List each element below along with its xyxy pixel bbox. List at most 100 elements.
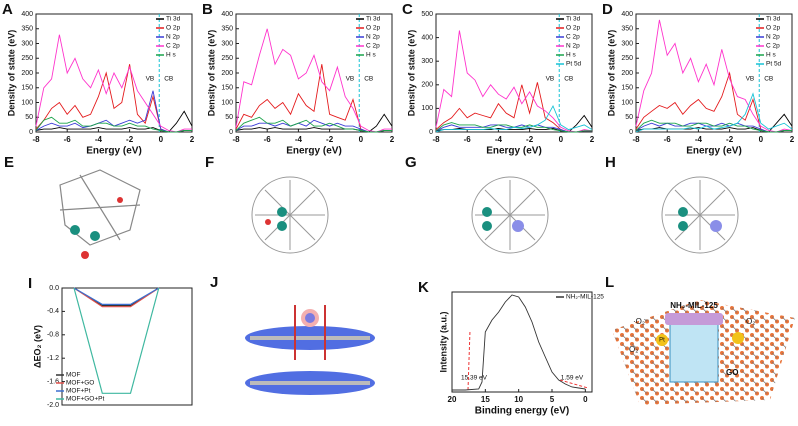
x-tick-label: 0 xyxy=(359,135,364,144)
x-tick-label: 2 xyxy=(790,135,795,144)
legend-label: Ti 3d xyxy=(166,16,181,23)
y-tick-label: 150 xyxy=(621,85,633,92)
series-line xyxy=(235,119,392,133)
legend-label: C 2p xyxy=(566,34,580,41)
legend-label: N 2p xyxy=(766,34,780,41)
x-tick-label: -6 xyxy=(464,135,472,144)
y-axis-label: ΔEO₂ (eV) xyxy=(32,325,42,368)
y-tick-label: 0 xyxy=(29,129,33,136)
x-tick-label: -8 xyxy=(32,135,40,144)
legend-label: Pt 5d xyxy=(566,61,582,68)
y-axis-label: Density of state (eV) xyxy=(206,30,216,117)
x-tick-label: -2 xyxy=(526,135,534,144)
legend-label: N 2p xyxy=(366,34,380,41)
y-tick-label: 250 xyxy=(221,55,233,62)
x-tick-label: -8 xyxy=(232,135,240,144)
molecule-h xyxy=(661,176,739,254)
tangent-guides xyxy=(467,329,589,391)
panel-label: B xyxy=(202,1,213,18)
series-line xyxy=(435,104,593,133)
schematic-l: NH₂-MIL-125 ·O₂⁻ O₂ Pt GO O₂ xyxy=(612,300,795,405)
panel-label: E xyxy=(4,154,14,171)
x-tick-label: -2 xyxy=(126,135,134,144)
y-tick-label: 400 xyxy=(421,34,433,41)
legend-label: O 2p xyxy=(366,25,380,32)
y-tick-label: 50 xyxy=(625,114,633,121)
series-line xyxy=(35,64,192,133)
panel-label: A xyxy=(2,1,13,18)
y-tick-label: -1.2 xyxy=(47,355,59,362)
panel-label: G xyxy=(405,154,417,171)
series-line xyxy=(235,116,392,133)
y-tick-label: 400 xyxy=(221,11,233,18)
y-tick-label: 0.0 xyxy=(49,285,59,292)
y-tick-label: 0 xyxy=(629,129,633,136)
legend-label: O 2p xyxy=(166,25,180,32)
l-label: NH₂-MIL-125 xyxy=(670,301,718,310)
legend-label: H s xyxy=(166,52,177,59)
y-axis-label: Density of state (eV) xyxy=(6,30,16,117)
series-line xyxy=(35,110,193,133)
l-label: GO xyxy=(726,368,738,377)
y-tick-label: 100 xyxy=(221,99,233,106)
x-tick-label: -8 xyxy=(632,135,640,144)
y-tick-label: 0 xyxy=(429,129,433,136)
l-label: O₂ xyxy=(629,345,638,354)
legend-label: H s xyxy=(766,52,777,59)
legend-label: O 2p xyxy=(766,25,780,32)
legend-label: C 2p xyxy=(766,43,780,50)
y-tick-label: 400 xyxy=(21,11,33,18)
panel-label: L xyxy=(605,274,614,291)
plot-frame xyxy=(61,287,193,406)
x-tick-label: 0 xyxy=(759,135,764,144)
l-label: O₂ xyxy=(746,317,755,326)
y-tick-label: 350 xyxy=(621,26,633,33)
series-line xyxy=(635,92,793,133)
y-tick-label: 300 xyxy=(221,40,233,47)
legend-label: NH₂-MIL-125 xyxy=(566,294,604,301)
legend-label: MOF+GO xyxy=(66,380,94,387)
legend-label: H s xyxy=(366,52,377,59)
series-line xyxy=(435,30,593,133)
y-tick-label: 200 xyxy=(21,70,33,77)
x-tick-label: -4 xyxy=(295,135,303,144)
legend-label: MOF+Pt xyxy=(66,388,91,395)
series-line xyxy=(35,116,192,133)
y-tick-label: -1.6 xyxy=(47,378,59,385)
x-tick-label: -4 xyxy=(695,135,703,144)
x-axis-label: Energy (eV) xyxy=(486,146,542,157)
series-line xyxy=(635,19,793,133)
y-tick-label: 300 xyxy=(621,40,633,47)
y-tick-label: 400 xyxy=(621,11,633,18)
x-axis-label: Binding energy (eV) xyxy=(475,406,569,417)
y-tick-label: -0.4 xyxy=(47,308,59,315)
series-line xyxy=(73,287,160,308)
panel-label: D xyxy=(602,1,613,18)
x-tick-label: 2 xyxy=(190,135,195,144)
y-tick-label: 250 xyxy=(21,55,33,62)
x-tick-label: 20 xyxy=(448,395,457,404)
y-tick-label: 200 xyxy=(421,82,433,89)
y-tick-label: 0 xyxy=(229,129,233,136)
y-tick-label: -0.8 xyxy=(47,332,59,339)
molecule-g xyxy=(471,176,549,254)
x-tick-label: -4 xyxy=(95,135,103,144)
y-tick-label: 150 xyxy=(221,85,233,92)
annotation: CB xyxy=(564,76,573,83)
series-line xyxy=(452,294,586,391)
series-line xyxy=(235,28,392,133)
x-tick-label: 5 xyxy=(550,395,555,404)
legend-label: MOF+GO+Pt xyxy=(66,396,104,403)
annotation: VB xyxy=(746,76,755,83)
molecule-f xyxy=(251,176,329,254)
x-tick-label: 0 xyxy=(583,395,588,404)
y-tick-label: 300 xyxy=(21,40,33,47)
panel-label: H xyxy=(605,154,616,171)
annotation: 1.59 eV xyxy=(561,375,584,382)
y-axis-label: Intensity (a.u.) xyxy=(438,311,448,372)
x-tick-label: 0 xyxy=(159,135,164,144)
legend-label: C 2p xyxy=(166,43,180,50)
series-line xyxy=(35,34,192,133)
series-line xyxy=(73,287,160,305)
